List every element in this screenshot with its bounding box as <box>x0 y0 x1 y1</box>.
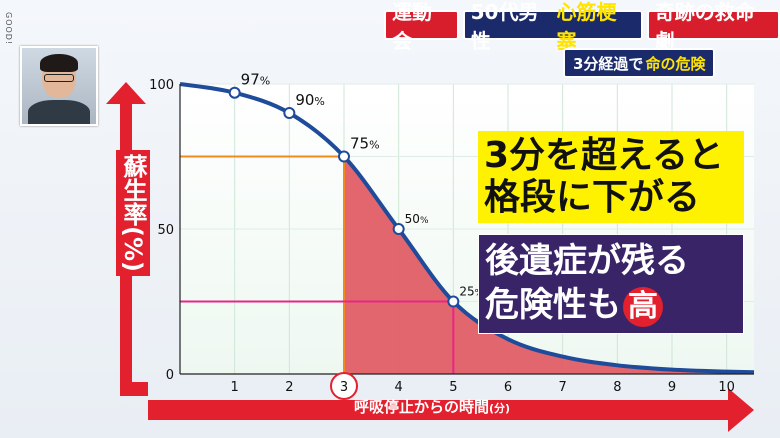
x-axis-arrow <box>120 382 148 396</box>
data-label-50: 50% <box>405 212 429 226</box>
highlight-tick-circle <box>330 372 358 400</box>
data-point-25 <box>447 295 460 308</box>
sub-banner: 3分経過で 命の危険 <box>563 48 716 78</box>
data-label-75: 75% <box>350 135 380 153</box>
y-tick-0: 0 <box>166 368 174 383</box>
sub-banner-part1: 3分経過で <box>573 54 644 73</box>
presenter-video-inset <box>20 46 98 126</box>
x-tick-5: 5 <box>449 380 457 395</box>
y-tick-100: 100 <box>149 78 174 93</box>
banner-tag: 運動会 <box>384 0 459 53</box>
x-tick-7: 7 <box>559 380 567 395</box>
callout-line4: 危険性も <box>485 285 621 325</box>
x-axis-label-unit: (分) <box>489 402 511 415</box>
x-tick-6: 6 <box>504 380 512 395</box>
x-axis-label: 呼吸停止からの時間(分) <box>354 396 510 417</box>
data-point-50 <box>392 223 405 235</box>
callout-aftereffects: 後遺症が残る 危険性も高 <box>478 234 744 334</box>
x-tick-9: 9 <box>668 380 676 395</box>
banner-title-highlight: 心筋梗塞 <box>556 0 617 53</box>
x-axis-arrow-body <box>148 388 754 432</box>
data-label-97: 97% <box>241 71 271 89</box>
station-logo: GOOD! <box>4 12 13 46</box>
callout-line1: 3分を超えると <box>484 135 724 176</box>
headline-banner: 運動会 50代男性 心筋梗塞 奇跡の救命劇 <box>384 0 780 53</box>
data-label-90: 90% <box>295 91 325 109</box>
callout-line4-row: 危険性も高 <box>485 283 743 327</box>
banner-title: 50代男性 心筋梗塞 <box>462 0 643 53</box>
risk-shaded-area <box>344 156 754 374</box>
x-tick-4: 4 <box>395 380 403 395</box>
presenter-body <box>28 100 90 124</box>
presenter-hair <box>40 54 78 72</box>
data-point-75 <box>338 150 350 163</box>
y-axis-label-text: 蘇生率 <box>119 154 147 226</box>
data-label-unit: % <box>420 216 429 226</box>
callout-line2: 格段に下がる <box>484 177 701 218</box>
guide-lines <box>180 155 455 374</box>
x-tick-10: 10 <box>718 380 735 395</box>
banner-title-prefix: 50代男性 <box>470 0 539 53</box>
data-point-97 <box>228 86 241 99</box>
high-badge: 高 <box>623 286 663 327</box>
data-point-90 <box>283 107 296 119</box>
presenter-glasses <box>44 74 74 82</box>
data-label-unit: % <box>314 95 324 108</box>
y-axis-label: 蘇生率 (%) <box>116 150 150 276</box>
x-tick-8: 8 <box>613 380 621 395</box>
x-tick-1: 1 <box>231 380 239 395</box>
data-label-unit: % <box>260 75 270 88</box>
x-tick-2: 2 <box>285 380 293 395</box>
x-tick-3: 3 <box>340 380 348 395</box>
callout-drop: 3分を超えると 格段に下がる <box>478 131 744 223</box>
data-label-unit: % <box>369 139 379 152</box>
sub-banner-part2: 命の危険 <box>645 54 706 73</box>
y-axis-label-unit: (%) <box>119 226 147 272</box>
y-tick-50: 50 <box>157 223 174 238</box>
x-axis-label-text: 呼吸停止からの時間 <box>354 398 490 416</box>
callout-line3: 後遺症が残る <box>485 241 689 281</box>
